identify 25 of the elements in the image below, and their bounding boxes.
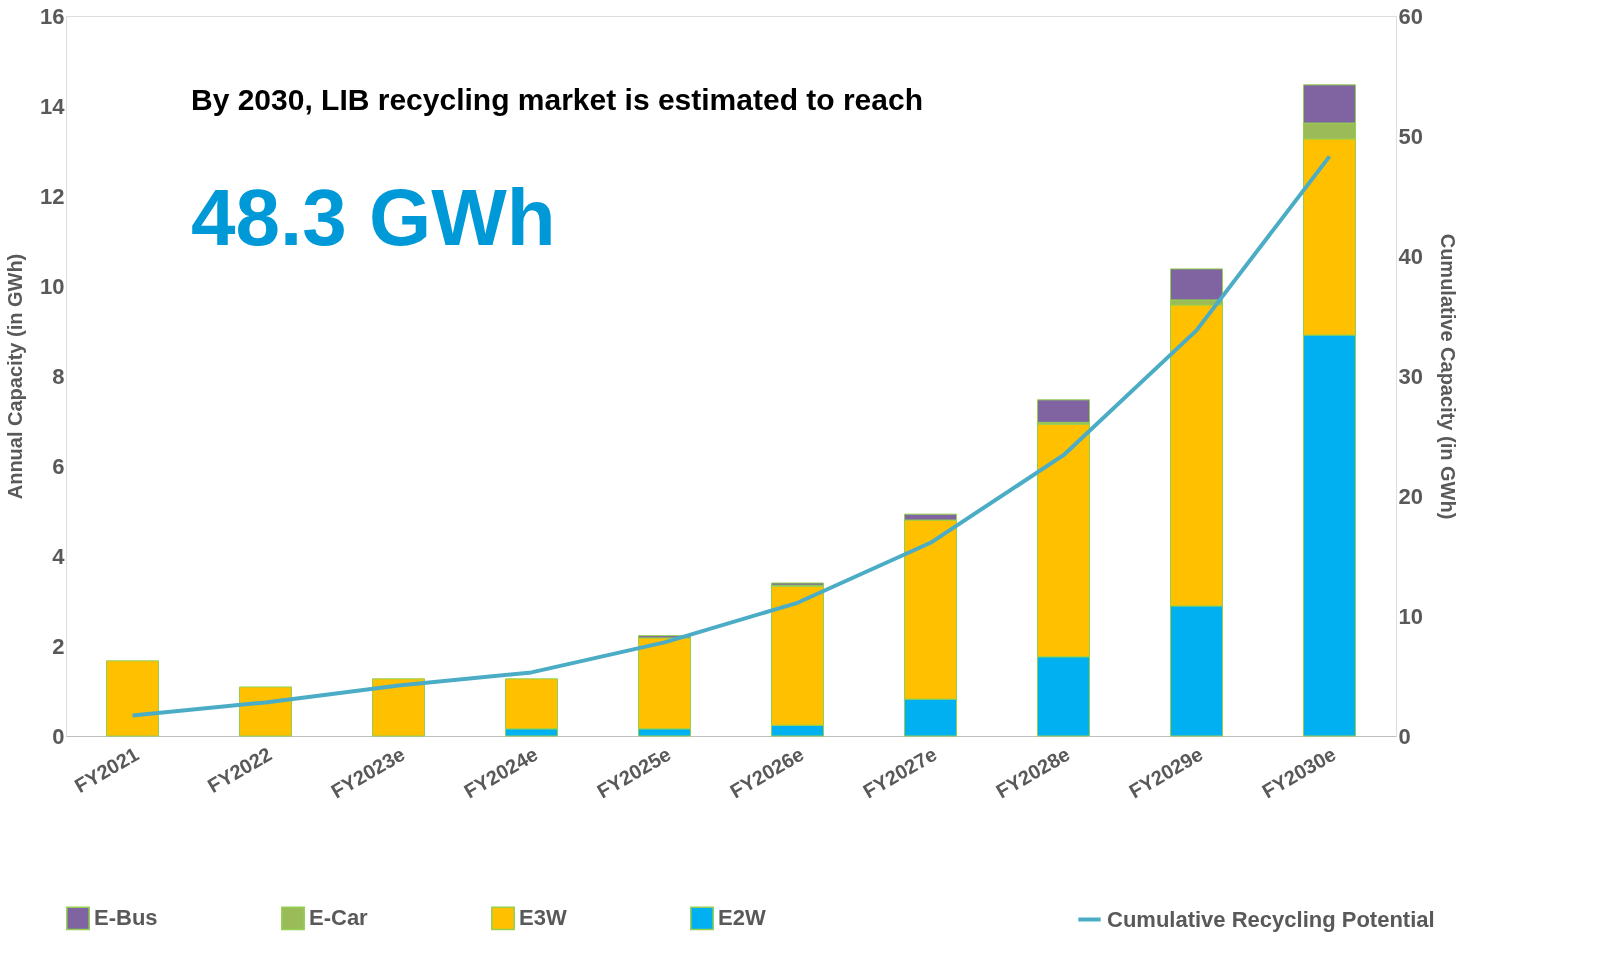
legend-label: E2W — [718, 905, 766, 931]
legend-label: E-Bus — [94, 905, 158, 931]
y-tick-label: 6 — [52, 453, 65, 479]
y2-tick-label: 30 — [1398, 363, 1423, 389]
y-tick-label: 10 — [40, 273, 65, 299]
y-tick-label: 0 — [52, 723, 65, 749]
y-axis-title: Annual Capacity (in GWh) — [4, 253, 27, 500]
y2-tick-label: 10 — [1398, 603, 1423, 629]
y-tick-label: 12 — [40, 183, 65, 209]
y-tick-label: 8 — [52, 363, 65, 389]
y2-tick-label: 50 — [1398, 123, 1423, 149]
legend-label: Cumulative Recycling Potential — [1107, 906, 1435, 932]
annotation: By 2030, LIB recycling market is estimated to reach — [191, 83, 923, 116]
y-tick-label: 14 — [40, 93, 66, 119]
y2-tick-label: 40 — [1398, 243, 1423, 269]
y2-axis-title: Cumulative Capacity (in GWh) — [1436, 233, 1459, 520]
y2-tick-label: 0 — [1398, 723, 1411, 749]
legend-label: E-Car — [309, 905, 369, 931]
y-tick-label: 16 — [40, 3, 65, 29]
y2-tick-label: 20 — [1398, 483, 1423, 509]
annotation: 48.3 GWh — [191, 173, 556, 262]
y-tick-label: 4 — [52, 543, 66, 569]
y-tick-label: 2 — [52, 633, 65, 659]
legend-label: E3W — [519, 905, 567, 931]
y2-tick-label: 60 — [1398, 3, 1423, 29]
